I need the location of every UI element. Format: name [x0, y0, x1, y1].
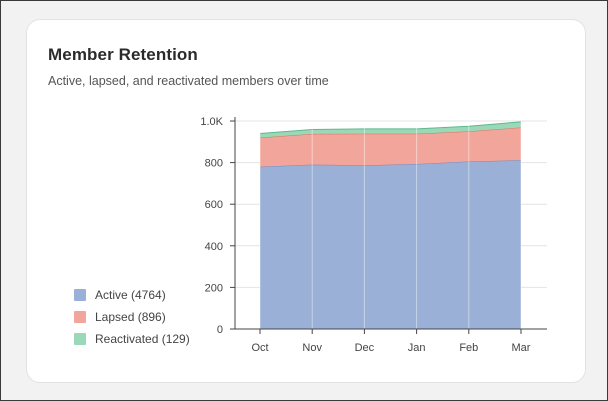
card-subtitle: Active, lapsed, and reactivated members …: [48, 74, 329, 88]
legend-label-active: Active (4764): [95, 288, 166, 302]
x-tick-label: Jan: [408, 342, 426, 354]
card-title: Member Retention: [48, 45, 198, 64]
legend-swatch-lapsed: [74, 311, 86, 323]
legend-label-lapsed: Lapsed (896): [95, 310, 166, 324]
line-reactivated: [259, 121, 522, 134]
y-tick-label: 600: [205, 199, 223, 211]
x-tick-label: Mar: [512, 342, 531, 354]
y-tick-label: 400: [205, 241, 223, 253]
legend-item-active[interactable]: Active (4764): [74, 284, 190, 306]
legend-item-lapsed[interactable]: Lapsed (896): [74, 306, 190, 328]
x-tick-label: Dec: [355, 342, 375, 354]
y-tick-label: 200: [205, 282, 223, 294]
area-reactivated: [260, 121, 521, 138]
area-lapsed: [260, 127, 521, 167]
legend-item-reactivated[interactable]: Reactivated (129): [74, 328, 190, 350]
x-tick-label: Feb: [459, 342, 478, 354]
y-tick-label: 0: [217, 324, 223, 336]
y-tick-label: 800: [205, 158, 223, 170]
legend-swatch-reactivated: [74, 333, 86, 345]
legend-swatch-active: [74, 289, 86, 301]
chart-legend: Active (4764) Lapsed (896) Reactivated (…: [74, 284, 190, 350]
legend-label-reactivated: Reactivated (129): [95, 332, 190, 346]
x-tick-label: Oct: [251, 342, 268, 354]
x-tick-label: Nov: [302, 342, 322, 354]
y-tick-label: 1.0K: [200, 116, 223, 128]
area-active: [260, 160, 521, 329]
